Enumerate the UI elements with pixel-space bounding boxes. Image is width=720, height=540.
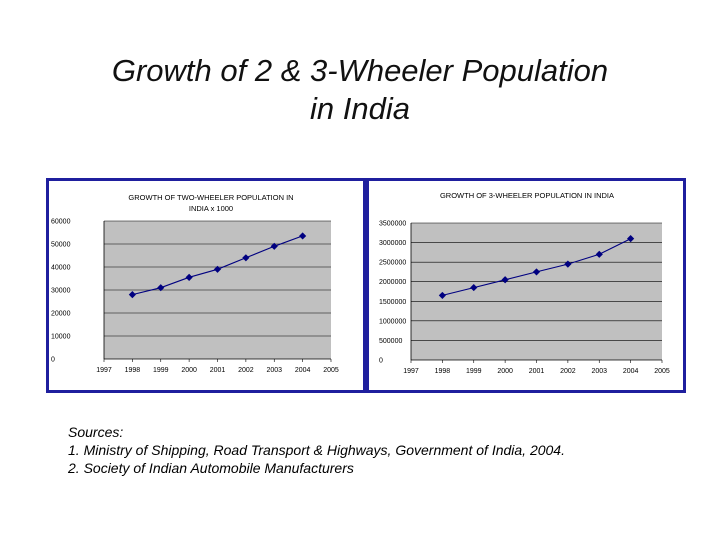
two-wheeler-y-tick-label-2: 20000 — [51, 311, 71, 318]
three-wheeler-chart-title-line-1: GROWTH OF 3-WHEELER POPULATION IN INDIA — [440, 191, 614, 200]
two-wheeler-y-tick-label-3: 30000 — [51, 288, 71, 295]
two-wheeler-x-tick-label-0: 1997 — [96, 367, 112, 374]
three-wheeler-y-tick-label-5: 2500000 — [379, 260, 406, 267]
three-wheeler-y-tick-label-1: 500000 — [379, 338, 402, 345]
two-wheeler-x-tick-label-7: 2004 — [295, 367, 311, 374]
two-wheeler-y-tick-label-0: 0 — [51, 357, 55, 364]
three-wheeler-y-tick-label-7: 3500000 — [379, 221, 406, 228]
two-wheeler-chart-svg: GROWTH OF TWO-WHEELER POPULATION IN INDIA… — [51, 193, 339, 374]
two-wheeler-x-tick-label-5: 2002 — [238, 367, 254, 374]
source-item-1: 1. Ministry of Shipping, Road Transport … — [68, 442, 565, 458]
two-wheeler-data-point-2003 — [270, 242, 278, 250]
three-wheeler-x-tick-label-0: 1997 — [403, 368, 419, 375]
three-wheeler-chart-svg: GROWTH OF 3-WHEELER POPULATION IN INDIA 0… — [379, 191, 670, 375]
two-wheeler-chart: GROWTH OF TWO-WHEELER POPULATION IN INDIA… — [46, 178, 366, 393]
two-wheeler-chart-title-line-1: GROWTH OF TWO-WHEELER POPULATION IN — [128, 193, 293, 202]
two-wheeler-data-point-2004 — [299, 232, 307, 240]
two-wheeler-x-tick-label-4: 2001 — [210, 367, 226, 374]
three-wheeler-chart: GROWTH OF 3-WHEELER POPULATION IN INDIA 0… — [366, 178, 686, 393]
three-wheeler-data-point-2004 — [627, 235, 635, 243]
source-item-2: 2. Society of Indian Automobile Manufact… — [68, 460, 354, 476]
slide-title: Growth of 2 & 3-Wheeler Population in In… — [0, 52, 720, 128]
two-wheeler-x-tick-label-1: 1998 — [125, 367, 141, 374]
two-wheeler-y-tick-label-6: 60000 — [51, 219, 71, 226]
three-wheeler-y-tick-label-3: 1500000 — [379, 299, 406, 306]
slide-title-line-2: in India — [310, 91, 410, 126]
two-wheeler-y-tick-label-1: 10000 — [51, 334, 71, 341]
slide-title-line-1: Growth of 2 & 3-Wheeler Population — [111, 53, 609, 88]
two-wheeler-x-tick-label-8: 2005 — [323, 367, 339, 374]
sources-block: Sources: 1. Ministry of Shipping, Road T… — [68, 423, 708, 477]
three-wheeler-plot-area — [411, 223, 662, 360]
sources-heading: Sources: — [68, 424, 124, 440]
two-wheeler-x-tick-label-3: 2000 — [181, 367, 197, 374]
three-wheeler-data-point-2003 — [595, 250, 603, 258]
two-wheeler-x-tick-label-2: 1999 — [153, 367, 169, 374]
two-wheeler-x-tick-label-6: 2003 — [266, 367, 282, 374]
three-wheeler-x-tick-label-8: 2005 — [654, 368, 670, 375]
three-wheeler-x-tick-label-3: 2000 — [497, 368, 513, 375]
three-wheeler-y-tick-label-4: 2000000 — [379, 279, 406, 286]
three-wheeler-x-tick-label-6: 2003 — [591, 368, 607, 375]
three-wheeler-y-tick-label-2: 1000000 — [379, 318, 406, 325]
three-wheeler-x-tick-label-5: 2002 — [560, 368, 576, 375]
three-wheeler-data-point-2001 — [532, 268, 541, 276]
three-wheeler-data-point-1998 — [438, 291, 446, 300]
three-wheeler-y-tick-label-0: 0 — [379, 358, 383, 365]
three-wheeler-x-tick-label-4: 2001 — [529, 368, 545, 375]
two-wheeler-y-tick-label-4: 40000 — [51, 265, 71, 272]
two-wheeler-chart-title-line-2: INDIA x 1000 — [189, 204, 233, 213]
three-wheeler-data-point-2000 — [501, 276, 509, 284]
three-wheeler-x-tick-label-2: 1999 — [466, 368, 482, 375]
three-wheeler-x-tick-label-1: 1998 — [435, 368, 451, 375]
three-wheeler-y-tick-label-6: 3000000 — [379, 240, 406, 247]
three-wheeler-data-point-1999 — [470, 283, 478, 292]
two-wheeler-y-tick-label-5: 50000 — [51, 242, 71, 249]
three-wheeler-x-tick-label-7: 2004 — [623, 368, 639, 375]
